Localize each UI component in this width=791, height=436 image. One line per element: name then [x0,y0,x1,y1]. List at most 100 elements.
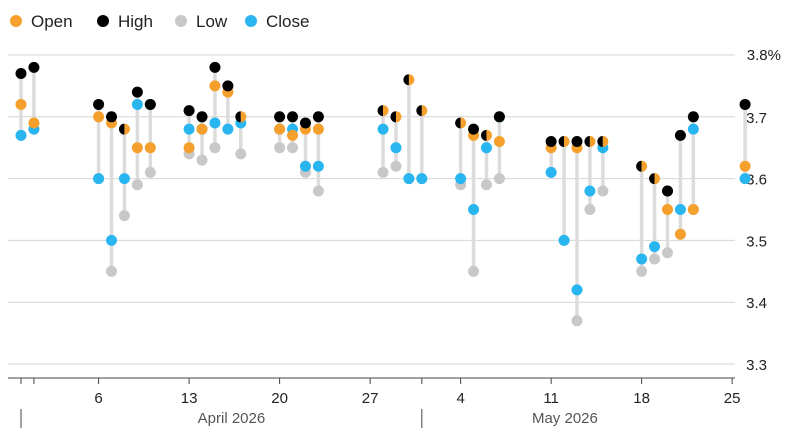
close-dot [15,129,27,141]
y-tick-label: 3.6 [746,172,767,189]
legend: Open High Low Close [10,12,309,31]
close-dot [739,173,751,185]
close-dot [687,123,699,135]
close-dot [312,160,324,172]
open-dot [240,111,247,123]
ohlc-point-2026-04-17 [235,111,247,160]
open-dot [312,123,324,135]
close-dot [390,142,402,154]
close-dot [416,173,428,185]
open-dot [687,204,699,215]
open-dot [274,123,286,135]
ohlc-point-2026-05-11 [545,136,557,178]
open-dot [589,136,596,148]
ohlc-point-2026-04-22 [299,117,311,178]
low-dot [480,179,492,191]
low-dot [312,185,324,197]
low-dot [636,265,648,277]
ohlc-point-2026-04-13 [183,105,195,160]
close-dot [377,123,389,135]
high-dot [377,105,384,117]
high-dot [455,117,461,129]
open-dot [124,123,130,135]
open-dot [15,98,27,110]
close-dot [106,234,118,246]
low-dot [274,142,286,154]
low-dot [106,265,118,277]
ohlc-point-2026-05-06 [480,129,492,191]
ohlc-point-2026-05-04 [455,117,467,191]
ohlc-point-2026-04-29 [390,111,402,172]
high-dot [183,105,195,117]
legend-open-swatch [10,15,22,27]
open-dot [209,80,221,92]
open-dot [196,123,208,135]
close-dot [403,173,415,185]
low-dot [144,166,156,178]
open-dot [486,129,492,141]
low-dot [235,148,247,160]
high-dot [558,136,565,148]
close-dot [131,98,143,110]
open-dot [131,142,143,154]
close-dot [636,253,648,265]
high-dot [597,136,603,148]
close-dot [299,160,311,172]
low-dot [571,315,583,327]
low-dot [131,179,143,191]
high-dot [649,173,655,185]
close-dot [468,204,480,215]
high-dot [287,111,299,123]
legend-close-swatch [245,15,257,27]
y-tick-label: 3.3 [746,357,767,374]
high-dot [222,80,234,92]
ohlc-point-2026-05-21 [674,129,686,240]
high-dot [274,111,286,123]
high-dot [571,136,583,148]
ohlc-point-2026-05-22 [687,111,699,215]
high-dot [312,111,324,123]
ohlc-point-2026-05-01 [416,105,428,185]
ohlc-point-2026-05-14 [584,136,596,215]
low-dot [209,142,221,154]
x-tick-label: 6 [94,390,102,407]
high-dot [93,98,105,110]
open-dot [654,173,661,185]
ohlc-point-2026-05-19 [649,173,661,265]
open-dot [602,136,609,148]
ohlc-point-2026-04-06 [93,98,105,185]
low-dot [118,210,130,222]
open-dot [144,142,156,154]
low-dot [468,265,480,277]
close-dot [674,204,686,215]
data-marks [15,61,751,327]
legend-open-label: Open [31,12,73,31]
close-dot [584,185,596,197]
ohlc-point-2026-04-16 [222,80,234,135]
high-dot [403,74,409,86]
x-tick-label: 18 [633,390,650,407]
open-dot [421,105,428,117]
open-dot [564,136,570,148]
high-dot [15,68,27,80]
high-dot [674,129,686,141]
high-dot [131,86,143,98]
ohlc-point-2026-04-15 [209,61,221,154]
open-dot [739,160,751,172]
y-tick-label: 3.4 [746,295,767,312]
legend-high-label: High [118,12,153,31]
ohlc-point-2026-04-01 [28,61,40,135]
legend-low-swatch [175,15,187,27]
close-dot [209,117,221,129]
open-dot [408,74,415,86]
axes: 3.3 3.4 3.5 3.6 3.7 3.8% 6 13 20 27 4 11 18 25 April 2… [8,47,781,428]
ohlc-point-2026-04-07 [106,111,118,277]
open-dot [662,204,673,215]
close-dot [649,241,661,253]
high-dot [196,111,208,123]
ohlc-point-2026-04-21 [287,111,299,154]
high-dot [687,111,699,123]
ohlc-point-2026-05-05 [468,123,480,277]
x-tick-label: 27 [362,390,379,407]
